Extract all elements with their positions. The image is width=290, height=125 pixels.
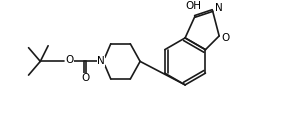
Text: O: O [66, 56, 74, 66]
Text: OH: OH [185, 1, 201, 11]
Text: O: O [221, 33, 229, 43]
Text: O: O [66, 55, 74, 65]
Text: O: O [81, 73, 89, 83]
Text: N: N [97, 56, 105, 66]
Text: N: N [97, 56, 105, 66]
Text: O: O [81, 74, 89, 84]
Text: N: N [215, 3, 222, 13]
